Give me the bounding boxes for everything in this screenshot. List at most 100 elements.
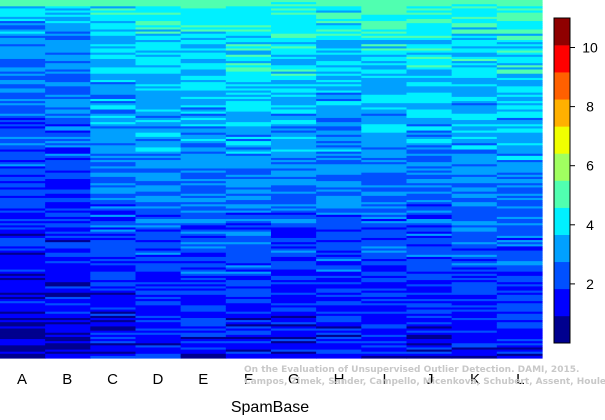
heatmap-cell bbox=[361, 195, 408, 199]
heatmap-cell bbox=[496, 299, 543, 302]
heatmap-cell bbox=[0, 174, 46, 178]
heatmap-cell bbox=[45, 149, 91, 153]
heatmap-cell bbox=[0, 250, 46, 254]
heatmap-cell bbox=[90, 305, 137, 309]
heatmap-cell bbox=[225, 191, 272, 195]
heatmap-cell bbox=[496, 292, 543, 296]
heatmap-cell bbox=[225, 225, 272, 229]
heatmap-cell bbox=[271, 103, 317, 106]
heatmap-cell bbox=[45, 151, 91, 155]
heatmap-cell bbox=[316, 301, 362, 304]
heatmap-cell bbox=[180, 61, 227, 64]
heatmap-cell bbox=[316, 101, 362, 104]
heatmap-cell bbox=[0, 216, 46, 220]
heatmap-cell bbox=[90, 12, 137, 16]
heatmap-cell bbox=[406, 341, 453, 344]
heatmap-cell bbox=[316, 113, 362, 117]
heatmap-cell bbox=[180, 254, 227, 258]
heatmap-cell bbox=[316, 271, 362, 275]
heatmap-cell bbox=[225, 292, 272, 296]
heatmap-cell bbox=[225, 223, 272, 226]
heatmap-cell bbox=[90, 334, 137, 338]
heatmap-cell bbox=[361, 0, 408, 3]
heatmap-cell bbox=[180, 18, 227, 22]
heatmap-cell bbox=[361, 25, 408, 28]
heatmap-cell bbox=[271, 235, 317, 239]
heatmap-cell bbox=[361, 48, 408, 52]
heatmap-cell bbox=[451, 58, 498, 62]
heatmap-cell bbox=[451, 168, 498, 172]
heatmap-cell bbox=[45, 185, 91, 189]
heatmap-cell bbox=[451, 88, 498, 92]
heatmap-cell bbox=[0, 309, 46, 313]
heatmap-cell bbox=[180, 44, 227, 47]
heatmap-cell bbox=[316, 25, 362, 28]
heatmap-cell bbox=[135, 216, 182, 220]
heatmap-cell bbox=[225, 334, 272, 338]
heatmap-cell bbox=[271, 113, 317, 117]
heatmap-cell bbox=[406, 176, 453, 180]
heatmap-cell bbox=[496, 31, 543, 35]
heatmap-cell bbox=[496, 246, 543, 250]
heatmap-cell bbox=[361, 4, 408, 7]
heatmap-cell bbox=[45, 48, 91, 52]
heatmap-cell bbox=[496, 90, 543, 94]
heatmap-cell bbox=[0, 111, 46, 115]
heatmap-cell bbox=[361, 183, 408, 186]
heatmap-cell bbox=[45, 143, 91, 146]
heatmap-cell bbox=[0, 313, 46, 317]
heatmap-cell bbox=[271, 0, 317, 3]
heatmap-cell bbox=[225, 126, 272, 130]
heatmap-cell bbox=[451, 155, 498, 159]
heatmap-cell bbox=[135, 23, 182, 26]
heatmap-cell bbox=[180, 256, 227, 260]
heatmap-cell bbox=[180, 92, 227, 96]
heatmap-cell bbox=[180, 10, 227, 14]
heatmap-cell bbox=[316, 332, 362, 336]
heatmap-cell bbox=[135, 111, 182, 115]
heatmap-cell bbox=[90, 84, 137, 87]
heatmap-cell bbox=[225, 160, 272, 163]
heatmap-cell bbox=[135, 80, 182, 83]
heatmap-cell bbox=[0, 33, 46, 37]
heatmap-cell bbox=[451, 208, 498, 212]
heatmap-cell bbox=[45, 2, 91, 5]
heatmap-cell bbox=[0, 71, 46, 75]
heatmap-cell bbox=[316, 322, 362, 325]
heatmap-cell bbox=[135, 33, 182, 37]
heatmap-cell bbox=[180, 42, 227, 45]
heatmap-cell bbox=[45, 18, 91, 22]
heatmap-cell bbox=[0, 187, 46, 191]
heatmap-cell bbox=[271, 309, 317, 313]
heatmap-cell bbox=[496, 12, 543, 16]
heatmap-cell bbox=[180, 341, 227, 344]
heatmap-cell bbox=[316, 254, 362, 258]
heatmap-cell bbox=[496, 303, 543, 306]
heatmap-cell bbox=[90, 237, 137, 241]
heatmap-cell bbox=[45, 351, 91, 355]
heatmap-cell bbox=[0, 345, 46, 349]
heatmap-cell bbox=[316, 160, 362, 163]
heatmap-cell bbox=[180, 214, 227, 218]
heatmap-cell bbox=[45, 115, 91, 119]
heatmap-cell bbox=[496, 216, 543, 220]
heatmap-cell bbox=[135, 128, 182, 132]
heatmap-cell bbox=[90, 261, 137, 264]
heatmap-cell bbox=[406, 71, 453, 75]
heatmap-cell bbox=[361, 355, 408, 359]
heatmap-cell bbox=[496, 244, 543, 247]
heatmap-cell bbox=[225, 339, 272, 342]
heatmap-cell bbox=[225, 18, 272, 22]
heatmap-cell bbox=[271, 44, 317, 47]
heatmap-cell bbox=[496, 162, 543, 165]
heatmap-cell bbox=[406, 271, 453, 275]
heatmap-cell bbox=[135, 322, 182, 325]
heatmap-cell bbox=[406, 246, 453, 250]
heatmap-cell bbox=[225, 347, 272, 351]
heatmap-cell bbox=[451, 29, 498, 33]
heatmap-cell bbox=[135, 162, 182, 165]
heatmap-cell bbox=[225, 299, 272, 302]
heatmap-cell bbox=[90, 134, 137, 138]
heatmap-cell bbox=[135, 77, 182, 81]
heatmap-cell bbox=[90, 176, 137, 180]
